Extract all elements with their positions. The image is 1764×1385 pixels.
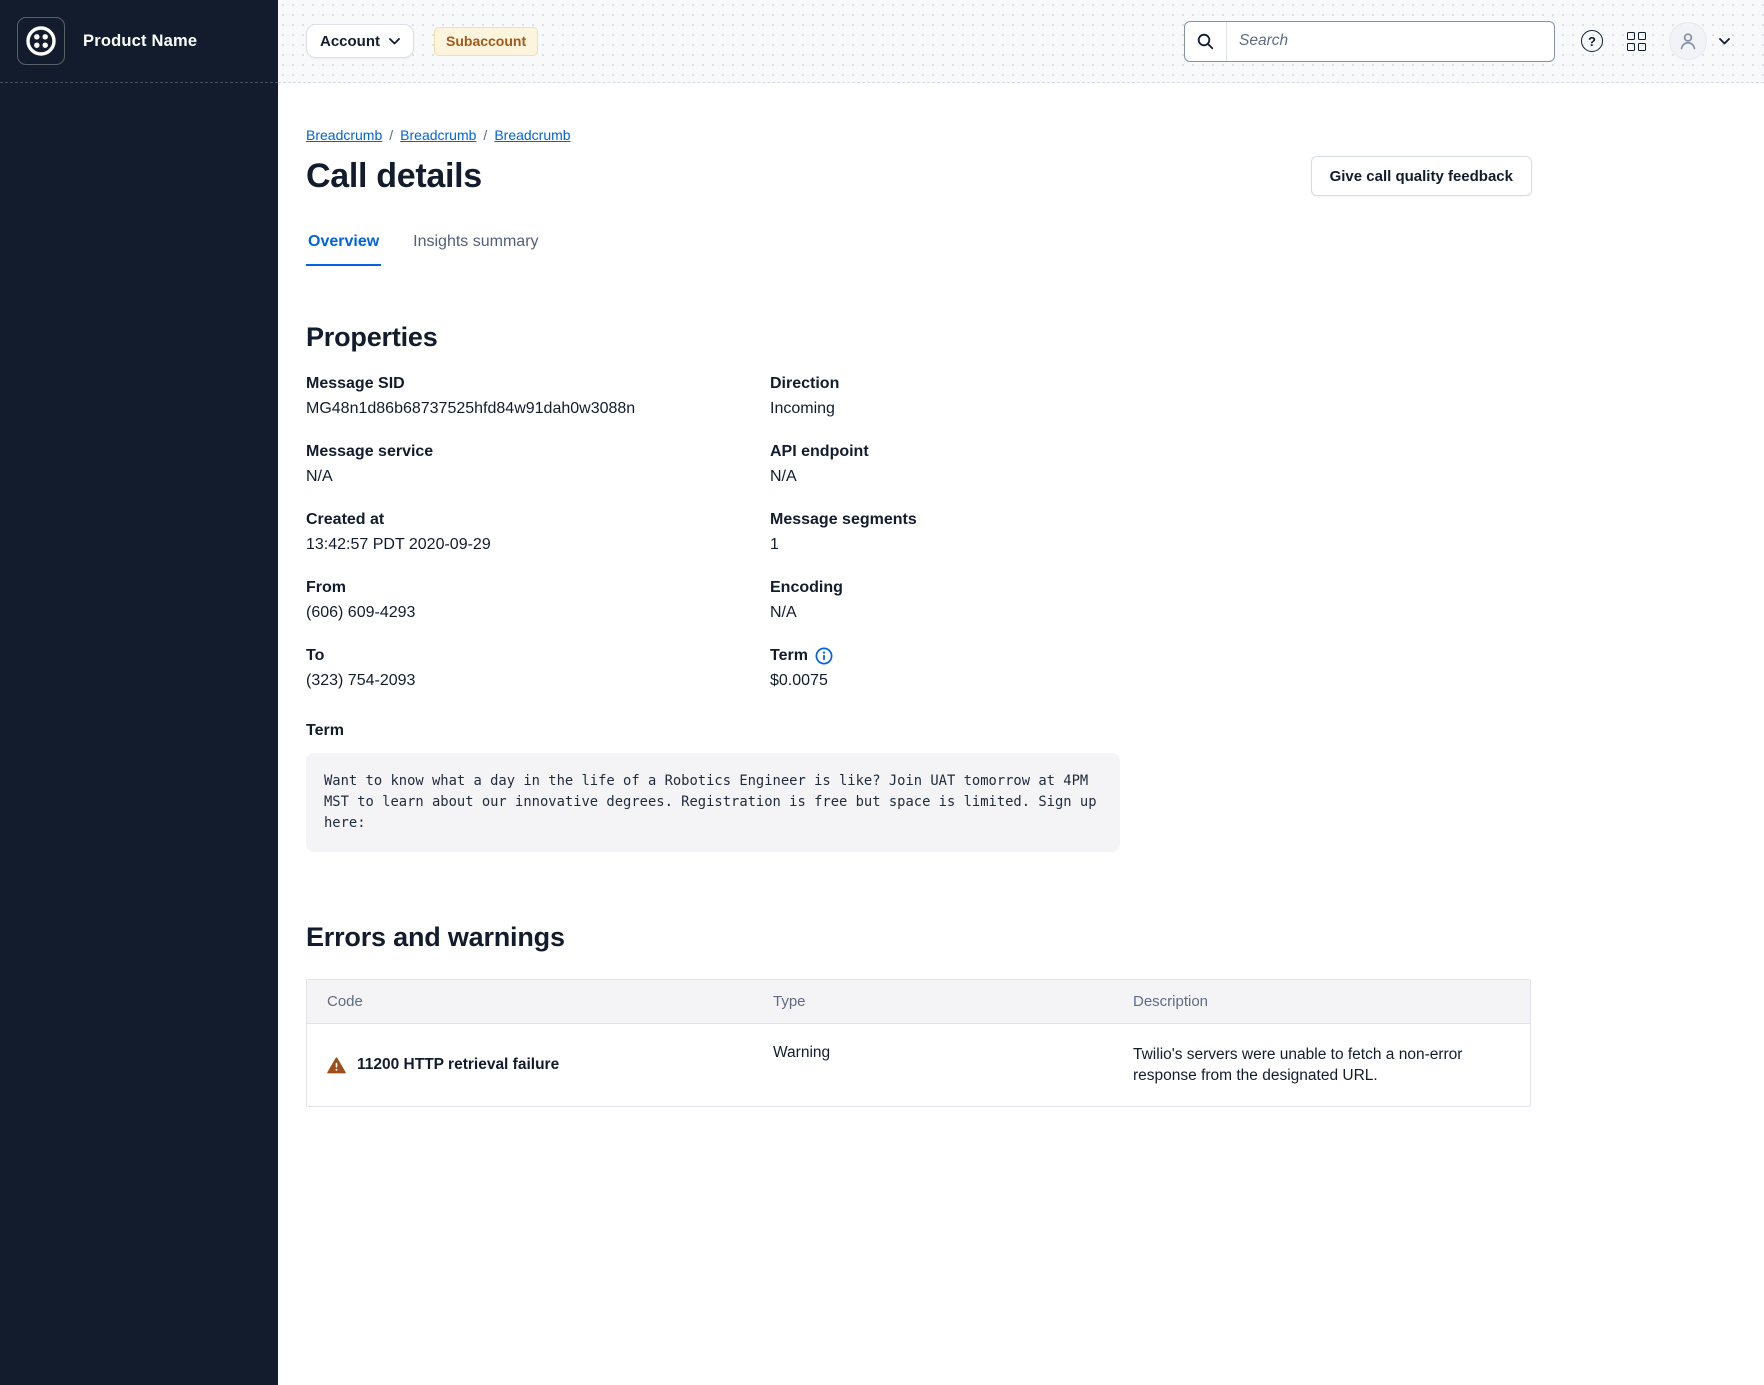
field-term-price: Term $0.0075	[770, 647, 1532, 692]
user-menu-chevron[interactable]	[1713, 26, 1735, 56]
error-code-cell: 11200 HTTP retrieval failure	[307, 1024, 753, 1106]
search-icon	[1185, 21, 1227, 61]
search-box[interactable]	[1184, 20, 1555, 62]
tab-overview[interactable]: Overview	[306, 233, 382, 266]
column-header-description: Description	[1133, 993, 1209, 1010]
field-message-segments: Message segments 1	[770, 511, 917, 553]
subaccount-badge: Subaccount	[434, 26, 539, 56]
properties-heading: Properties	[306, 322, 438, 352]
info-icon[interactable]	[815, 647, 833, 665]
field-encoding: Encoding N/A	[770, 579, 843, 621]
properties-grid: Message SID MG48n1d86b68737525hfd84w91da…	[306, 375, 1532, 715]
field-message-sid: Message SID MG48n1d86b68737525hfd84w91da…	[306, 375, 636, 417]
account-switcher-label: Account	[320, 32, 380, 50]
column-header-code: Code	[327, 993, 363, 1010]
field-direction: Direction Incoming	[770, 375, 840, 417]
field-message-service: Message service N/A	[306, 443, 434, 485]
topbar: Account Subaccount ?	[278, 0, 1764, 83]
title-row: Call details Give call quality feedback	[306, 156, 1532, 196]
help-icon: ?	[1581, 30, 1603, 52]
breadcrumb-separator: /	[389, 127, 394, 143]
user-avatar-button[interactable]	[1669, 22, 1707, 60]
column-header-type: Type	[773, 993, 806, 1010]
error-description-cell: Twilio's servers were unable to fetch a …	[1133, 1046, 1463, 1084]
product-name: Product Name	[83, 31, 198, 50]
tabs: Overview Insights summary	[306, 233, 1532, 266]
field-api-endpoint: API endpoint N/A	[770, 443, 869, 485]
breadcrumb-link-3[interactable]: Breadcrumb	[494, 127, 571, 143]
errors-heading: Errors and warnings	[306, 922, 565, 952]
app-switcher-button[interactable]	[1621, 26, 1651, 56]
product-logo-icon	[25, 25, 57, 57]
help-button[interactable]: ?	[1577, 26, 1607, 56]
breadcrumb: Breadcrumb / Breadcrumb / Breadcrumb	[306, 127, 1532, 143]
product-logo-button[interactable]	[17, 17, 65, 65]
user-icon	[1678, 31, 1698, 51]
chevron-down-icon	[389, 37, 400, 45]
give-feedback-button[interactable]: Give call quality feedback	[1310, 156, 1532, 196]
sidebar: Product Name	[0, 0, 278, 1385]
field-created-at: Created at 13:42:57 PDT 2020-09-29	[306, 511, 491, 553]
errors-table-header: Code Type Description	[307, 980, 1530, 1024]
table-row: 11200 HTTP retrieval failure Warning Twi…	[307, 1024, 1530, 1106]
error-code-text: 11200 HTTP retrieval failure	[357, 1056, 560, 1073]
tab-insights-summary[interactable]: Insights summary	[411, 233, 540, 266]
page-content: Breadcrumb / Breadcrumb / Breadcrumb Cal…	[306, 83, 1532, 1107]
breadcrumb-link-1[interactable]: Breadcrumb	[306, 127, 383, 143]
grid-icon	[1626, 31, 1646, 51]
main-area: Account Subaccount ?	[278, 0, 1764, 1385]
warning-icon	[327, 1056, 346, 1074]
term-message-block: Want to know what a day in the life of a…	[306, 753, 1120, 852]
term-body-label: Term	[306, 722, 344, 739]
search-input[interactable]	[1227, 21, 1554, 61]
breadcrumb-link-2[interactable]: Breadcrumb	[400, 127, 477, 143]
page-title: Call details	[306, 156, 482, 195]
sidebar-header: Product Name	[0, 0, 278, 83]
field-to: To (323) 754-2093	[306, 647, 416, 689]
field-from: From (606) 609-4293	[306, 579, 416, 621]
account-switcher-button[interactable]: Account	[306, 24, 414, 58]
breadcrumb-separator: /	[483, 127, 488, 143]
errors-table: Code Type Description 11200 HTTP retriev…	[306, 979, 1531, 1107]
error-type-cell: Warning	[773, 1044, 831, 1061]
